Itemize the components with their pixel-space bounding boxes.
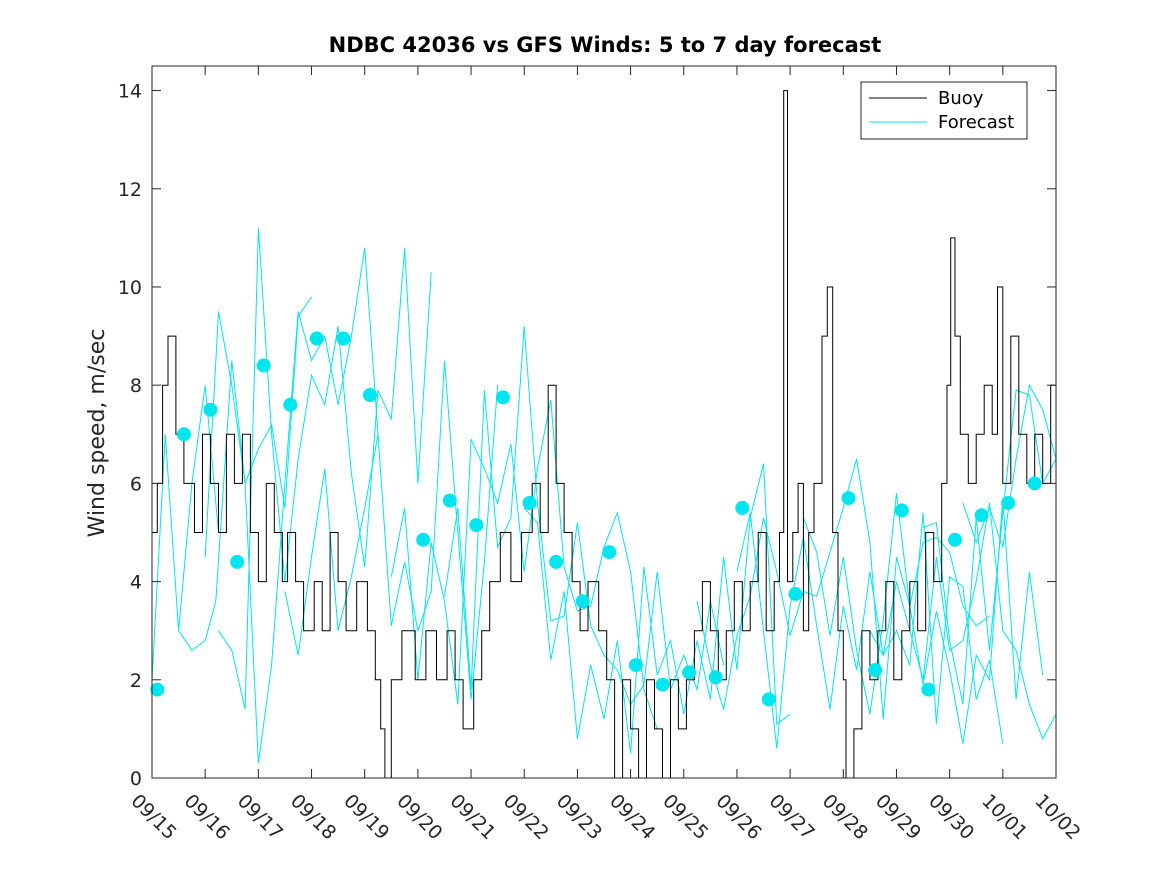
buoy-line <box>152 90 1057 779</box>
forecast-line-3 <box>218 227 432 710</box>
legend: Buoy Forecast <box>860 81 1028 140</box>
forecast-marker-24 <box>841 491 856 506</box>
forecast-markers <box>150 331 1042 707</box>
forecast-marker-29 <box>974 508 989 523</box>
forecast-marker-25 <box>868 663 883 677</box>
chart-title: NDBC 42036 vs GFS Winds: 5 to 7 day fore… <box>329 33 882 57</box>
forecast-marker-7 <box>336 331 351 346</box>
forecast-line-2 <box>204 247 379 764</box>
forecast-marker-0 <box>150 682 165 697</box>
forecast-marker-30 <box>1001 496 1016 510</box>
axis-ticks <box>151 66 1057 779</box>
forecast-marker-23 <box>788 586 803 601</box>
forecast-marker-21 <box>735 500 750 515</box>
axes-frame <box>151 65 1057 779</box>
forecast-marker-16 <box>602 545 617 560</box>
forecast-line-4 <box>284 360 499 700</box>
forecast-marker-4 <box>256 358 271 373</box>
forecast-lines <box>151 227 1057 764</box>
forecast-line-8 <box>696 458 990 720</box>
forecast-marker-9 <box>416 532 431 547</box>
forecast-marker-15 <box>575 594 590 609</box>
y-tick-label-7: 14 <box>118 81 142 103</box>
legend-label-forecast: Forecast <box>938 112 1014 133</box>
forecast-marker-26 <box>894 503 909 518</box>
y-tick-label-3: 6 <box>130 473 142 495</box>
forecast-line-9 <box>736 512 1004 749</box>
y-tick-label-6: 12 <box>118 179 142 201</box>
y-tick-labels: 0 2 4 6 8 10 12 14 <box>118 81 142 790</box>
forecast-marker-14 <box>549 554 564 569</box>
forecast-line-11 <box>869 502 1057 740</box>
legend-label-buoy: Buoy <box>938 88 984 109</box>
forecast-line-12 <box>922 389 1057 705</box>
forecast-line-10 <box>802 493 1044 744</box>
forecast-marker-6 <box>309 331 324 346</box>
forecast-marker-31 <box>1027 476 1042 491</box>
forecast-marker-10 <box>442 493 457 508</box>
y-tick-label-4: 8 <box>130 375 142 397</box>
forecast-marker-20 <box>708 670 723 685</box>
y-tick-label-2: 4 <box>130 572 142 594</box>
buoy-line-group <box>152 90 1057 779</box>
forecast-marker-2 <box>203 402 218 417</box>
forecast-marker-19 <box>682 665 697 680</box>
forecast-marker-17 <box>628 658 643 673</box>
forecast-marker-5 <box>283 397 298 412</box>
forecast-marker-13 <box>522 496 537 510</box>
y-tick-label-0: 0 <box>130 768 142 790</box>
plot-area <box>152 66 1056 778</box>
y-tick-label-5: 10 <box>118 277 142 299</box>
y-tick-label-1: 2 <box>130 670 142 692</box>
legend-box <box>860 81 1028 140</box>
forecast-marker-3 <box>230 554 245 569</box>
forecast-marker-12 <box>496 390 510 405</box>
forecast-marker-27 <box>921 682 936 697</box>
forecast-line-6 <box>444 326 725 706</box>
forecast-line-5 <box>390 399 658 730</box>
forecast-line-7 <box>523 463 791 754</box>
forecast-marker-1 <box>176 427 191 442</box>
forecast-marker-18 <box>655 677 670 692</box>
forecast-marker-22 <box>761 692 776 707</box>
forecast-marker-11 <box>469 518 484 533</box>
y-axis-label: Wind speed, m/sec <box>85 329 110 538</box>
forecast-marker-28 <box>948 532 962 547</box>
forecast-marker-8 <box>363 388 377 402</box>
